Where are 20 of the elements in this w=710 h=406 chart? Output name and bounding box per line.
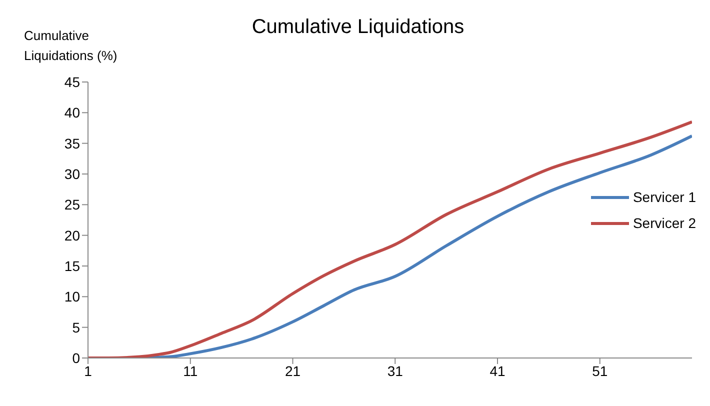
x-tick-label: 51	[592, 362, 608, 379]
y-tick-label: 20	[64, 227, 80, 244]
y-tick-label: 25	[64, 196, 80, 213]
x-tick-label: 1	[84, 362, 92, 379]
x-tick-label: 21	[284, 362, 301, 379]
x-tick-label: 41	[490, 362, 506, 379]
y-tick-label: 5	[72, 319, 80, 336]
y-tick-label: 30	[64, 166, 80, 182]
legend-label: Servicer 2	[632, 215, 696, 231]
x-tick-label: 11	[183, 362, 198, 379]
x-tick-label: 31	[387, 362, 404, 379]
legend-label: Servicer 1	[632, 189, 696, 205]
y-tick-label: 15	[64, 258, 80, 274]
y-tick-label: 0	[72, 350, 80, 366]
chart-title: Cumulative Liquidations	[252, 16, 464, 38]
y-axis-title: Cumulative Liquidations (%)	[24, 27, 118, 65]
y-tick-label: 40	[64, 104, 80, 121]
y-tick-label: 45	[64, 74, 80, 90]
y-tick-label: 10	[64, 288, 80, 305]
y-tick-label: 35	[64, 135, 80, 152]
